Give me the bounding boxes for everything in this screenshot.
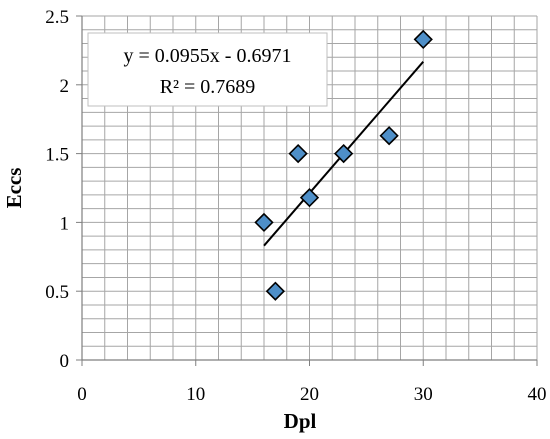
y-tick-label: 0	[60, 351, 70, 372]
data-point	[254, 212, 274, 233]
data-point	[379, 126, 399, 146]
trendline-equation: y = 0.0955x - 0.6971	[124, 45, 292, 67]
y-tick-label: 2.5	[45, 7, 69, 28]
x-tick-label: 0	[77, 384, 87, 405]
data-points	[254, 29, 433, 301]
y-tick-label: 1	[60, 213, 70, 234]
data-point	[288, 143, 308, 164]
x-tick-label: 20	[300, 384, 319, 405]
data-point	[333, 143, 354, 164]
data-point	[265, 281, 286, 301]
data-point	[413, 29, 433, 50]
data-point	[299, 188, 320, 208]
y-tick-label: 1.5	[45, 145, 69, 166]
y-axis-title: Eccs	[2, 168, 26, 209]
trendline-equation-box: y = 0.0955x - 0.6971 R² = 0.7689	[87, 32, 328, 107]
x-tick-label: 40	[528, 384, 547, 405]
x-axis-title: Dpl	[284, 409, 317, 433]
y-tick-label: 0.5	[45, 282, 69, 303]
x-tick-label: 30	[414, 384, 433, 405]
x-tick-label: 10	[186, 384, 205, 405]
r-squared-label: R² = 0.7689	[160, 76, 256, 98]
tick-labels: 0 10 20 30 40 0 0.5 1 1.5 2 2.5	[45, 7, 546, 405]
y-tick-label: 2	[60, 76, 70, 97]
